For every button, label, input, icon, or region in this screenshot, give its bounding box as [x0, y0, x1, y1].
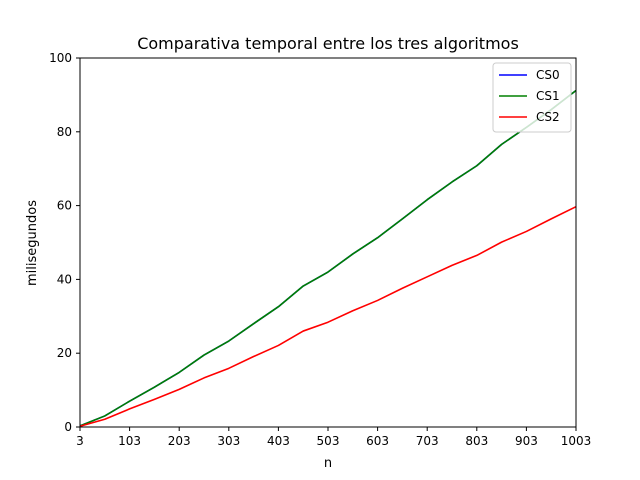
- x-tick-label: 303: [217, 434, 240, 448]
- x-tick-label: 3: [76, 434, 84, 448]
- x-tick-label: 1003: [561, 434, 592, 448]
- legend-label: CS2: [536, 110, 560, 124]
- series-line-cs2: [79, 205, 577, 428]
- x-axis-label: n: [324, 456, 332, 471]
- x-tick-label: 103: [118, 434, 141, 448]
- x-tick-label: 403: [267, 434, 290, 448]
- y-tick-label: 80: [57, 125, 72, 139]
- x-axis: 3 103 203 303 403 503 603 703 803 903 1003: [76, 427, 591, 448]
- y-axis-label: milisegundos: [25, 200, 40, 286]
- chart-title: Comparativa temporal entre los tres algo…: [137, 34, 519, 53]
- y-tick-label: 60: [57, 199, 72, 213]
- y-tick-label: 20: [57, 346, 72, 360]
- x-tick-label: 203: [168, 434, 191, 448]
- legend-label: CS1: [536, 89, 560, 103]
- plot-lines: [79, 89, 577, 428]
- x-tick-label: 603: [366, 434, 389, 448]
- x-tick-label: 503: [317, 434, 340, 448]
- y-axis: 0 20 40 60 80 100: [49, 51, 80, 434]
- x-tick-label: 803: [465, 434, 488, 448]
- y-tick-label: 100: [49, 51, 72, 65]
- legend-label: CS0: [536, 68, 560, 82]
- legend-box: [492, 62, 572, 133]
- legend: CS0 CS1 CS2: [492, 62, 572, 133]
- y-tick-label: 0: [64, 420, 72, 434]
- series-line-cs1: [79, 89, 577, 427]
- x-tick-label: 703: [416, 434, 439, 448]
- x-tick-label: 903: [515, 434, 538, 448]
- y-tick-label: 40: [57, 272, 72, 286]
